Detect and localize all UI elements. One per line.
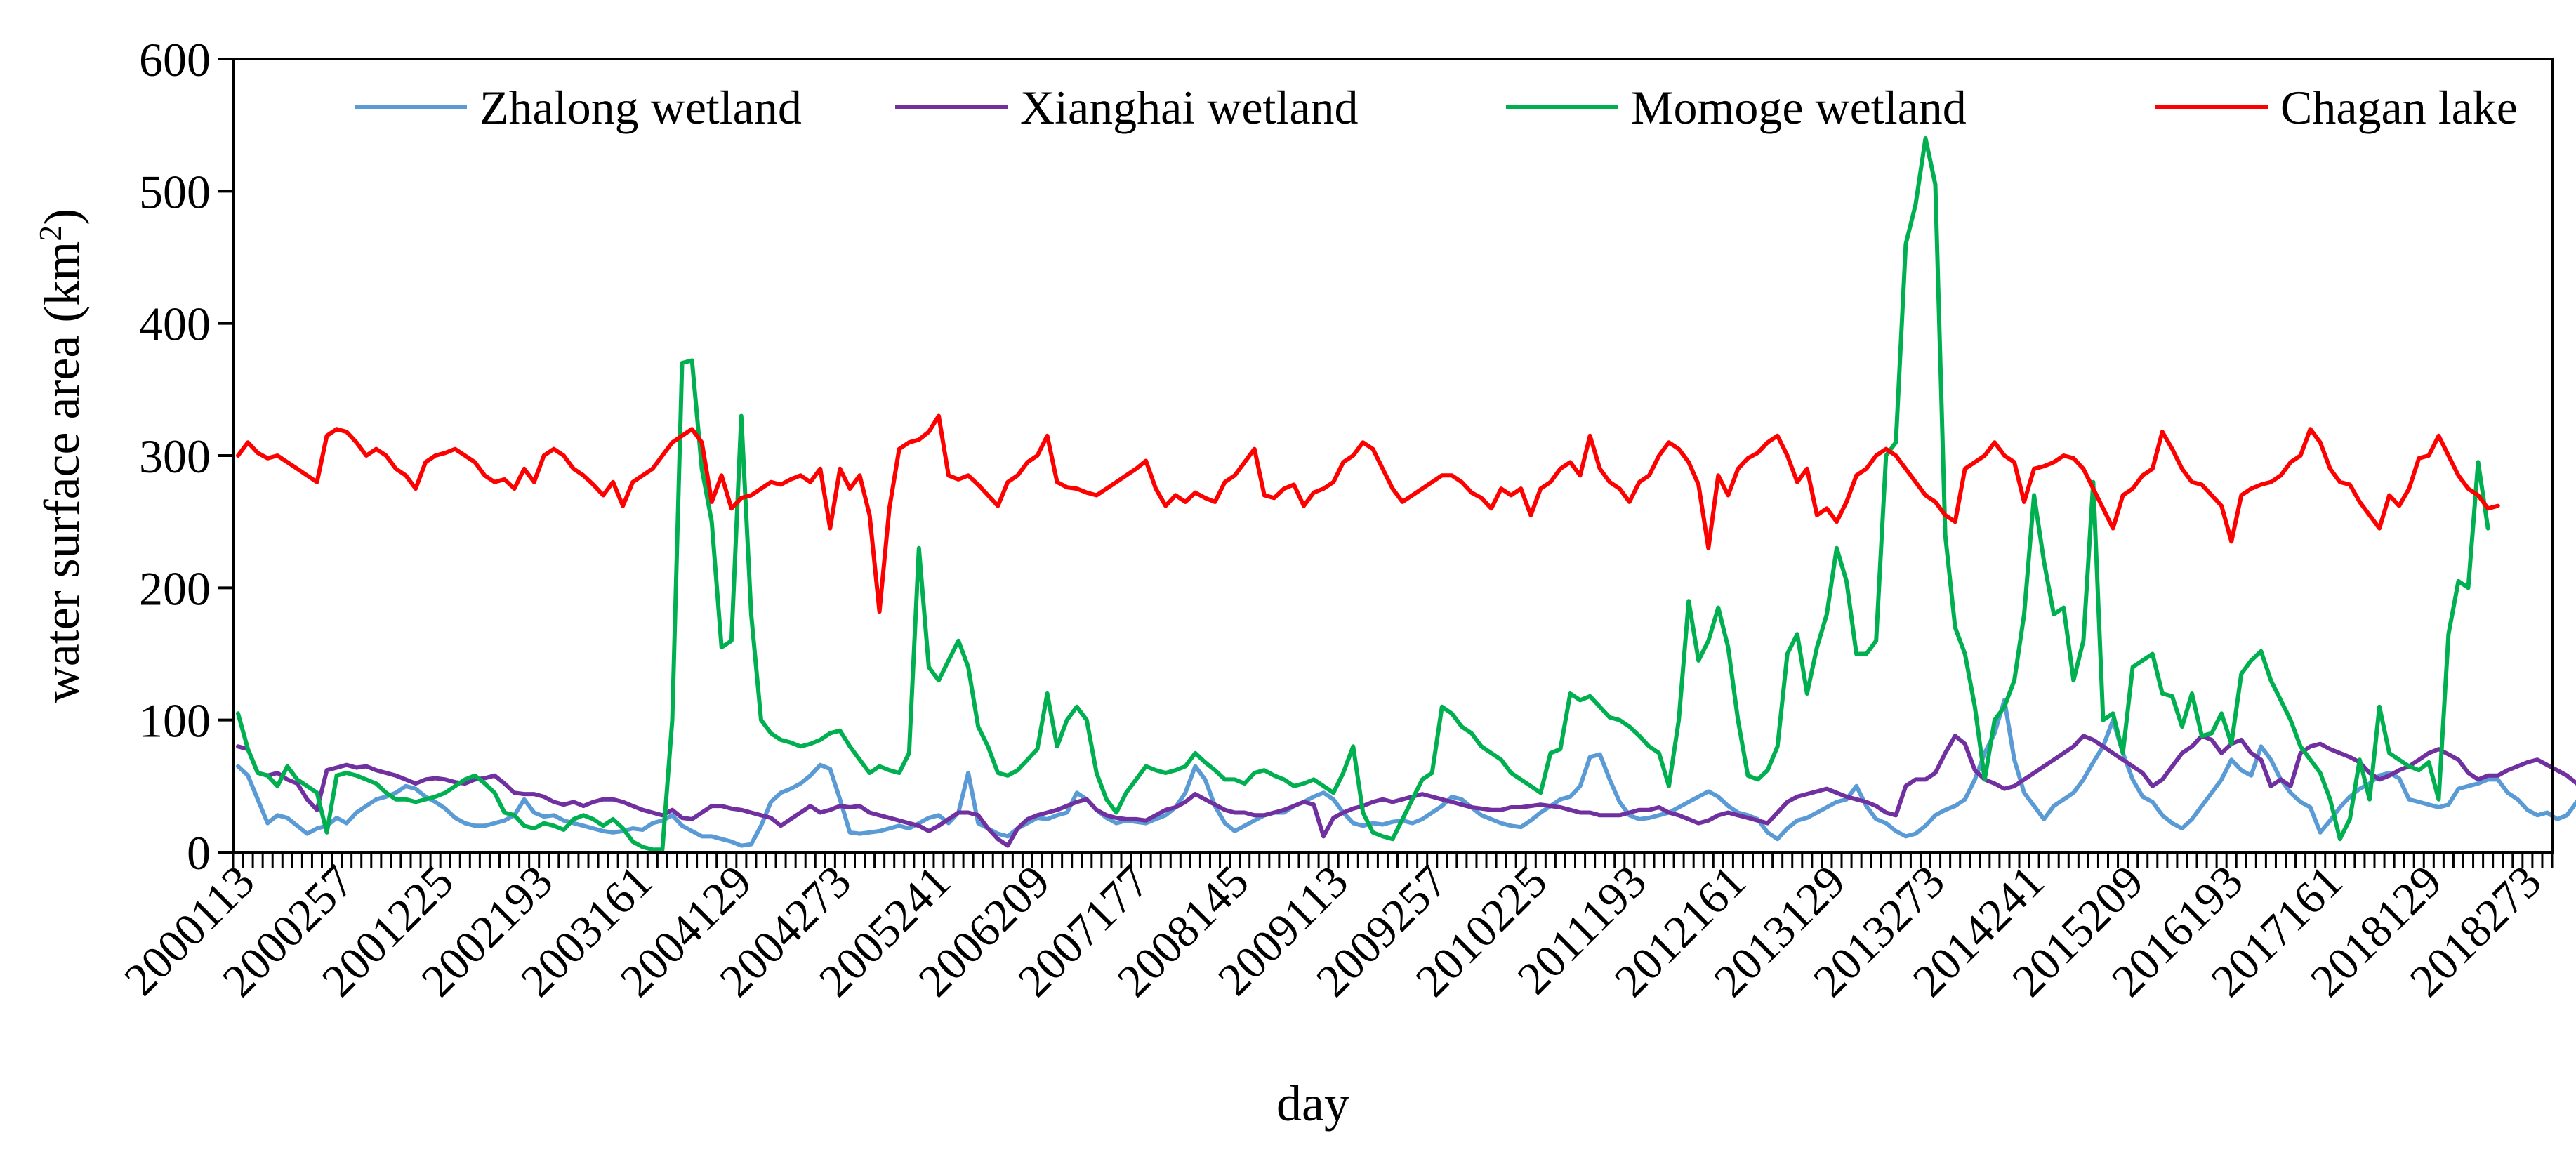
series-line-3	[236, 136, 2490, 852]
y-axis-ticks	[218, 58, 233, 854]
y-tick-label: 200	[139, 562, 211, 615]
x-axis-title: day	[1276, 1075, 1349, 1132]
y-axis-title-close: )	[34, 208, 90, 225]
y-axis-title: water surface area (km2)	[32, 208, 91, 703]
legend-label: Zhalong wetland	[480, 81, 802, 134]
series-lines	[236, 136, 2576, 852]
y-tick-label: 400	[139, 298, 211, 351]
legend-label: Chagan lake	[2280, 81, 2518, 134]
plot-area-frame	[232, 58, 2554, 854]
y-axis-tick-labels: 0 100 200 300 400 500 600	[139, 33, 211, 880]
y-axis-title-text: water surface area (km	[34, 241, 90, 703]
chart-legend: Zhalong wetland Xianghai wetland Momoge we…	[355, 81, 2518, 134]
x-axis-ticks	[232, 852, 2554, 868]
y-axis-title-superscript: 2	[32, 225, 68, 241]
series-line-4	[236, 413, 2500, 614]
y-tick-label: 500	[139, 165, 211, 218]
y-tick-label: 600	[139, 33, 211, 86]
legend-label: Momoge wetland	[1631, 81, 1967, 134]
series-line-2	[236, 734, 2576, 848]
series-line-1	[236, 698, 2576, 848]
y-tick-label: 300	[139, 430, 211, 483]
y-tick-label: 0	[187, 826, 211, 880]
y-tick-label: 100	[139, 694, 211, 748]
legend-label: Xianghai wetland	[1020, 81, 1359, 134]
